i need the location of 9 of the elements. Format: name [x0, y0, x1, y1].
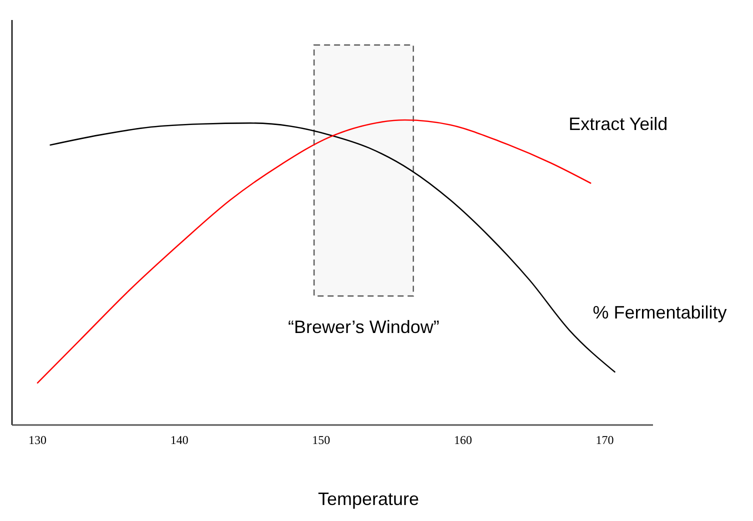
- x-tick-label: 140: [170, 433, 188, 447]
- series-label: % Fermentability: [592, 302, 727, 323]
- x-tick-label: 170: [596, 433, 614, 447]
- x-tick-label: 130: [28, 433, 47, 447]
- band-label: “Brewer’s Window”: [288, 316, 440, 337]
- x-tick-label: 150: [312, 433, 330, 447]
- x-tick-label: 160: [454, 433, 472, 447]
- series-label: Extract Yeild: [568, 114, 668, 134]
- x-axis-title: Temperature: [318, 489, 420, 509]
